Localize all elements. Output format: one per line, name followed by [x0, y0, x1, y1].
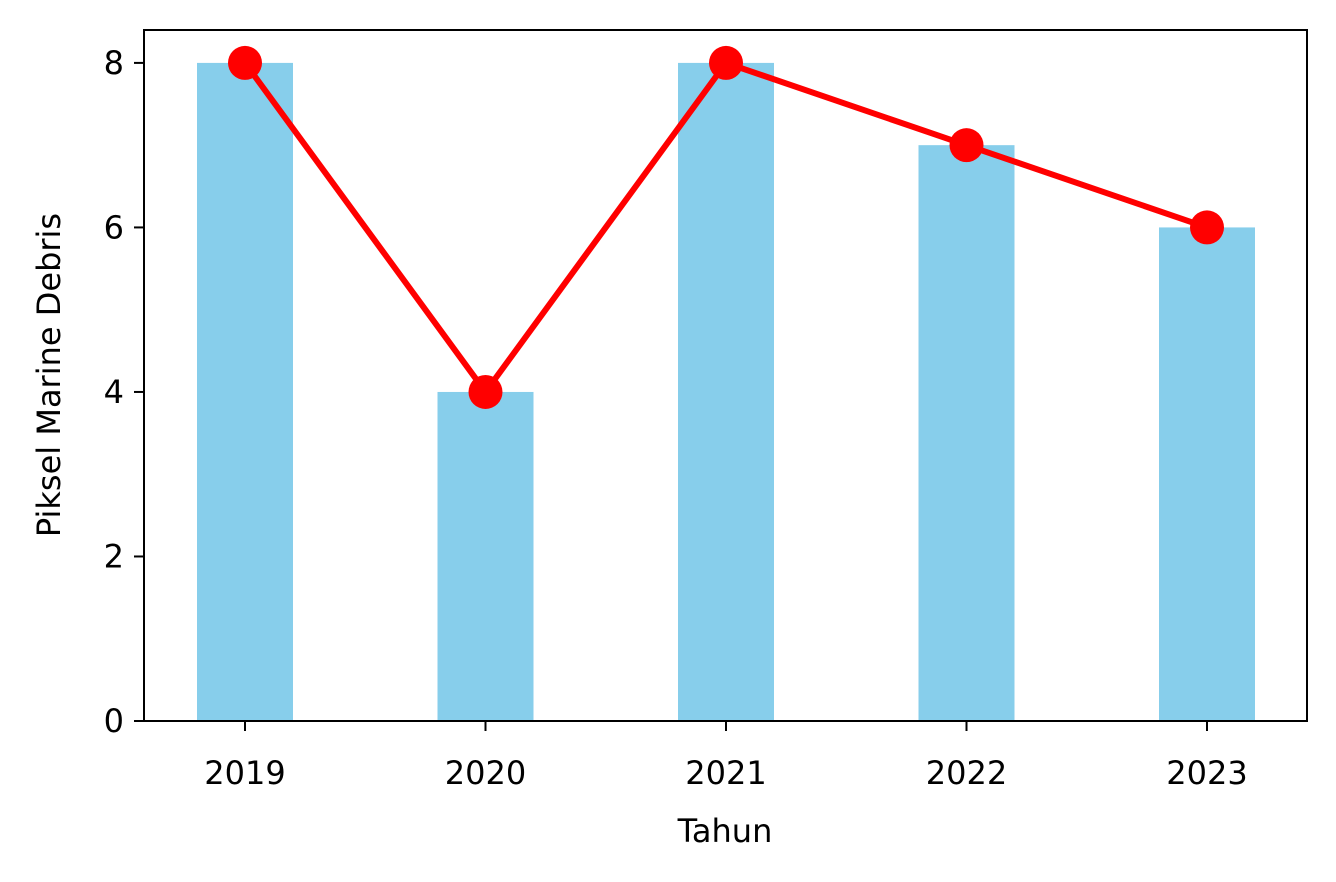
y-tick-label: 8 [104, 44, 124, 82]
y-axis-label: Piksel Marine Debris [30, 213, 68, 537]
x-tick-label: 2019 [204, 754, 285, 792]
x-tick-label: 2022 [926, 754, 1007, 792]
bar-2023 [1159, 227, 1255, 721]
point-2023 [1190, 210, 1224, 245]
y-tick-label: 0 [104, 702, 124, 740]
x-axis-label: Tahun [677, 812, 773, 850]
x-tick-label: 2023 [1166, 754, 1247, 792]
x-axis: 2019 2020 2021 2022 2023 [204, 721, 1248, 792]
bar-series [197, 62, 1255, 721]
bar-2020 [437, 391, 534, 721]
y-tick-label: 4 [104, 373, 124, 411]
bar-2019 [197, 62, 293, 721]
x-tick-label: 2020 [445, 754, 526, 792]
line-series [228, 45, 1224, 409]
point-2022 [949, 128, 984, 163]
point-2019 [228, 45, 262, 80]
y-tick-label: 2 [104, 537, 124, 575]
x-tick-label: 2021 [685, 754, 766, 792]
y-axis: 0 2 4 6 8 [104, 44, 144, 740]
point-2020 [468, 374, 503, 409]
y-tick-label: 6 [104, 208, 124, 246]
bar-2021 [678, 62, 774, 721]
bar-2022 [918, 145, 1015, 721]
point-2021 [709, 45, 743, 80]
